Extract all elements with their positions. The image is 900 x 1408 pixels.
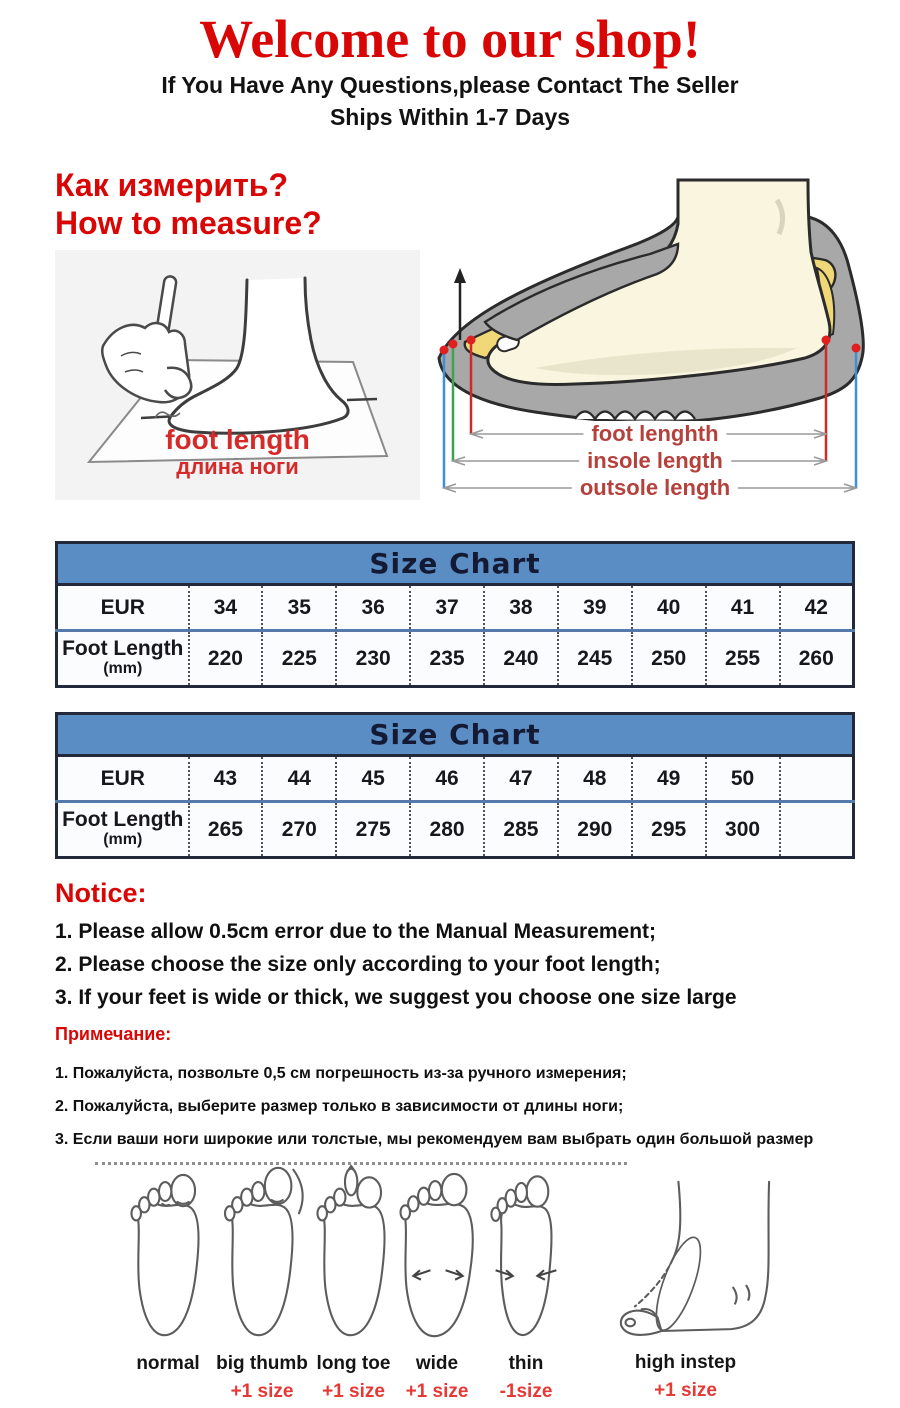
notice-heading: Notice: (55, 878, 147, 908)
size-chart-title: Size Chart (56, 713, 854, 757)
size-cell: 260 (778, 629, 854, 687)
foot-type-long-toe: long toe +1 size (306, 1164, 401, 1403)
size-cell: 41 (704, 584, 780, 631)
contact-seller-text: If You Have Any Questions,please Contact… (161, 72, 739, 98)
size-cell: 39 (556, 584, 632, 631)
size-cell: 35 (261, 584, 337, 631)
notice-item-ru: 3. Если ваши ноги широкие или толстые, м… (55, 1131, 814, 1148)
size-cell: 255 (704, 629, 780, 687)
row-label-foot-length: Foot Length (mm) (56, 629, 189, 687)
row-label-eur: EUR (100, 766, 145, 790)
size-cell: 285 (483, 800, 558, 858)
foot-length-label-ru: длина ноги (176, 454, 299, 479)
size-cell: 49 (630, 755, 706, 802)
shoe-foot-length-label: foot lenghth (583, 421, 727, 447)
size-cell: 245 (556, 629, 632, 687)
size-chart-title: Size Chart (56, 542, 854, 586)
toe-alignment-dotted-line (95, 1162, 627, 1165)
up-arrow-icon (454, 268, 466, 340)
foot-type-wide: wide +1 size (392, 1164, 482, 1403)
size-cell: 37 (409, 584, 484, 631)
notice-heading-ru: Примечание: (55, 1024, 172, 1044)
size-cell: 50 (704, 755, 780, 802)
shoe-insole-length-label: insole length (579, 448, 731, 474)
size-cell: 250 (630, 629, 706, 687)
shoe-measurement-illustration (437, 178, 865, 493)
size-cell: 42 (778, 584, 854, 631)
foot-type-high-instep: high instep +1 size (578, 1178, 793, 1402)
foot-long-toe-illustration (315, 1164, 386, 1337)
size-cell (778, 800, 854, 858)
size-cell: 265 (187, 800, 263, 858)
size-cell: 225 (261, 629, 337, 687)
row-label-foot-length: Foot Length (mm) (56, 800, 189, 858)
foot-type-big-thumb: big thumb +1 size (212, 1164, 312, 1403)
size-cell: 280 (409, 800, 484, 858)
notice-section-ru: Примечание: 1. Пожалуйста, позвольте 0,5… (55, 1024, 890, 1156)
size-cell: 36 (335, 584, 411, 631)
size-chart-table-1: Size Chart EUR 34 35 36 37 38 39 40 41 42 Foot L… (55, 541, 855, 688)
foot-type-normal: normal (118, 1164, 218, 1381)
table-row-foot-length: Foot Length (mm) 220 225 230 235 240 245 250 25… (56, 629, 854, 687)
page-title: Welcome to our shop! (199, 9, 701, 69)
size-cell: 230 (335, 629, 411, 687)
foot-tracing-panel: foot length длина ноги (55, 250, 420, 500)
size-cell: 44 (261, 755, 337, 802)
notice-item-ru: 1. Пожалуйста, позвольте 0,5 см погрешно… (55, 1065, 627, 1082)
notice-item: 1. Please allow 0.5cm error due to the M… (55, 920, 657, 943)
size-cell: 290 (556, 800, 632, 858)
size-cell: 275 (335, 800, 411, 858)
size-cell: 300 (704, 800, 780, 858)
size-cell: 40 (630, 584, 706, 631)
measure-points (439, 335, 861, 355)
size-cell: 295 (630, 800, 706, 858)
table-row-eur: EUR 43 44 45 46 47 48 49 50 (57, 755, 854, 802)
size-cell: 235 (409, 629, 484, 687)
size-cell: 34 (187, 584, 263, 631)
traced-foot-outline (167, 276, 350, 435)
size-cell (778, 755, 854, 802)
wide-arrows-icon (411, 1269, 465, 1281)
size-cell: 47 (483, 755, 558, 802)
size-cell: 270 (261, 800, 337, 858)
notice-item-ru: 2. Пожалуйста, выберите размер только в … (55, 1098, 624, 1115)
size-chart-table-2: Size Chart EUR 43 44 45 46 47 48 49 50 Foot Len… (55, 712, 855, 859)
size-cell: 240 (483, 629, 558, 687)
size-cell: 45 (335, 755, 411, 802)
shoe-measurement-panel: foot lenghth insole length outsole lengt… (425, 172, 885, 502)
foot-high-instep-illustration (619, 1180, 771, 1336)
shoe-outsole-length-label: outsole length (571, 475, 739, 501)
size-cell: 46 (409, 755, 484, 802)
foot-normal-illustration (130, 1173, 200, 1337)
notice-item: 2. Please choose the size only according… (55, 953, 661, 976)
how-to-measure-heading-en: How to measure? (55, 205, 322, 241)
size-cell: 48 (556, 755, 632, 802)
thin-arrows-icon (495, 1269, 557, 1281)
how-to-measure-heading-ru: Как измерить? (55, 167, 288, 203)
foot-big-thumb-illustration (223, 1166, 304, 1337)
size-cell: 43 (187, 755, 263, 802)
size-cell: 220 (187, 629, 263, 687)
row-label-eur: EUR (100, 595, 145, 619)
foot-thin-illustration (490, 1175, 557, 1336)
foot-length-label-en: foot length (165, 424, 310, 455)
size-cell: 38 (483, 584, 558, 631)
foot-types-section: normal big thumb +1 size (0, 1148, 900, 1408)
shipping-time-text: Ships Within 1-7 Days (329, 104, 571, 130)
foot-type-thin: thin -1size (480, 1164, 572, 1403)
notice-item: 3. If your feet is wide or thick, we sug… (55, 986, 737, 1009)
notice-section: Notice: 1. Please allow 0.5cm error due … (55, 878, 865, 1014)
foot-wide-illustration (399, 1172, 474, 1338)
table-row-eur: EUR 34 35 36 37 38 39 40 41 42 (57, 584, 854, 631)
foot-tracing-illustration (86, 275, 389, 464)
table-row-foot-length: Foot Length (mm) 265 270 275 280 285 290 295 30… (56, 800, 854, 858)
